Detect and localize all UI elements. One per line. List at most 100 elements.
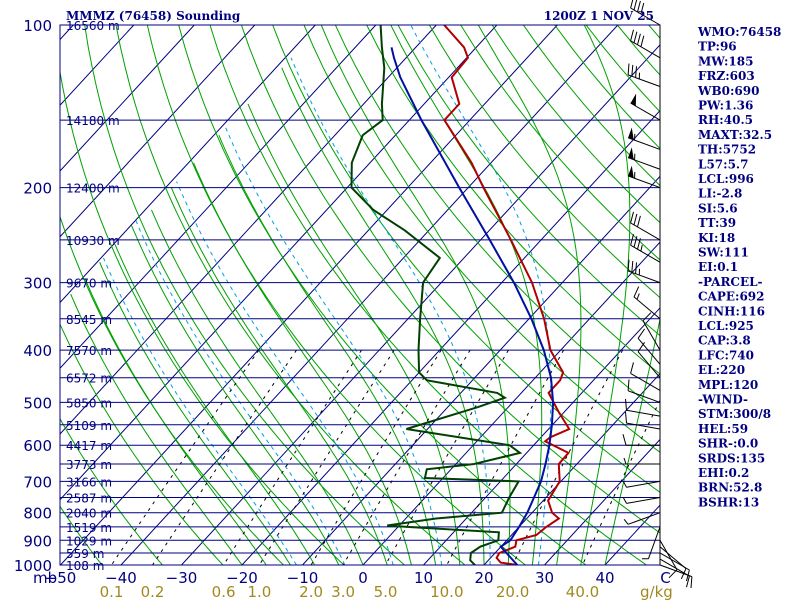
wind-barb <box>627 379 661 403</box>
pressure-tick-label: 800 <box>23 505 52 523</box>
wind-barb-flag <box>637 33 641 45</box>
mixing-ratio-tick-label: 10.0 <box>430 583 463 600</box>
isotherm-line <box>544 438 660 565</box>
mixing-ratio-tick-label: 0.2 <box>141 583 165 600</box>
wind-barb-shaft <box>633 296 661 320</box>
moist-adiabat-line <box>281 67 485 565</box>
wind-barb <box>623 497 661 504</box>
wind-barb-pennant <box>630 93 637 107</box>
wind-barb-flag <box>640 35 645 47</box>
isotherm-line <box>60 25 316 304</box>
stability-index-item: FRZ:603 <box>698 69 755 83</box>
stability-index-item: TP:96 <box>698 40 737 54</box>
wind-barb <box>659 558 690 588</box>
temperature-tick-label: −20 <box>226 569 258 587</box>
temperature-tick-label: C <box>660 569 670 587</box>
height-label: 2040 m <box>66 507 112 521</box>
height-label: 14180 m <box>66 114 120 128</box>
wind-barb-shaft <box>630 102 661 121</box>
stability-index-item: EI:0.1 <box>698 260 738 274</box>
wind-barb <box>642 312 661 351</box>
stability-index-item: MW:185 <box>698 54 753 68</box>
wind-barb-pennant <box>628 127 634 140</box>
wind-barb-shaft <box>642 320 661 351</box>
pressure-tick-label: 400 <box>23 342 52 360</box>
wind-barb-flag <box>625 398 627 411</box>
pressure-tick-labels: 100 200 300 400 500 600 700 800 900 1000 <box>14 17 52 575</box>
pressure-tick-label: 100 <box>23 17 52 35</box>
height-label: 8545 m <box>66 313 112 327</box>
wind-barb-shaft <box>637 351 661 379</box>
height-label: 5850 m <box>66 396 112 410</box>
mixing-ratio-line <box>111 349 260 565</box>
height-label: 4417 m <box>66 439 112 453</box>
stability-index-item: TT:39 <box>698 216 736 230</box>
wind-barb-shaft <box>627 512 661 525</box>
stability-index-item: HEL:59 <box>698 422 748 436</box>
isotherm-line <box>120 25 619 565</box>
height-label: 12400 m <box>66 182 120 196</box>
wind-barb-shaft <box>627 74 661 87</box>
isotherm-line <box>483 372 660 565</box>
y-axis-unit: mb <box>33 569 57 587</box>
wind-barb <box>630 211 661 241</box>
title-station: MMMZ (76458) Sounding <box>66 9 241 23</box>
wind-barb <box>627 127 661 150</box>
stability-index-item: EHI:0.2 <box>698 466 749 480</box>
wind-barb-flag <box>686 575 690 588</box>
wind-barb <box>623 512 661 525</box>
stability-index-item: -WIND- <box>698 393 748 407</box>
temperature-tick-label: 40 <box>595 569 614 587</box>
wind-barb-shaft <box>659 564 693 578</box>
sounding-profiles <box>350 25 571 565</box>
mixing-ratio-line <box>258 349 395 565</box>
wind-barb <box>622 434 661 446</box>
wind-barb-pennant <box>628 165 634 178</box>
mixing-ratio-line <box>342 349 471 565</box>
moist-adiabat-line <box>477 25 582 565</box>
dashed-adiabat-line <box>135 220 346 565</box>
stability-index-item: SI:5.6 <box>698 201 738 215</box>
pressure-tick-label: 200 <box>23 180 52 198</box>
temperature-tick-labels: −50 −40 −30 −20 −10 0 10 20 30 40 C <box>45 569 671 587</box>
isotherm-line <box>60 25 437 435</box>
wind-barb-flag <box>630 234 634 246</box>
wind-barb-half-flag <box>623 518 629 525</box>
mixing-ratio-line <box>582 399 660 565</box>
isotherm-line <box>60 25 377 369</box>
parcel-profile-line <box>390 47 555 565</box>
wind-barb-flag <box>627 259 630 272</box>
wind-barb <box>633 286 661 320</box>
temperature-tick-label: −30 <box>166 569 198 587</box>
wind-barb-flag <box>627 63 630 75</box>
wind-barb-flag <box>637 238 641 250</box>
wind-barb <box>641 526 661 560</box>
stability-index-item: CAP:3.8 <box>698 334 751 348</box>
wind-barb-half-flag <box>623 457 627 465</box>
height-label: 16560 m <box>66 19 120 33</box>
wind-barb <box>627 63 661 87</box>
wind-barb-shaft <box>630 244 661 263</box>
pressure-tick-label: 700 <box>23 473 52 491</box>
wind-barb-flag <box>631 260 634 273</box>
isotherm-line <box>302 175 660 565</box>
temperature-tick-label: −10 <box>287 569 319 587</box>
stability-index-item: TH:5752 <box>698 143 756 157</box>
moist-adiabat-line <box>247 103 461 565</box>
moist-adiabat-line <box>131 225 340 565</box>
stability-indices-panel: WMO:76458TP:96MW:185FRZ:603WB0:690PW:1.3… <box>697 25 781 509</box>
stability-index-item: RH:40.5 <box>698 113 753 127</box>
dashed-adiabat-line <box>290 57 491 565</box>
wind-barb-flag <box>625 411 627 424</box>
stability-index-item: WMO:76458 <box>697 25 781 39</box>
stability-index-item: LCL:925 <box>698 319 754 333</box>
dry-adiabat-line <box>146 25 526 565</box>
dry-adiabat-line <box>585 25 660 113</box>
mixing-ratio-tick-label: 5.0 <box>374 583 398 600</box>
wind-barb <box>627 147 661 170</box>
wind-barb-shaft <box>626 497 661 504</box>
height-label: 3773 m <box>66 458 112 472</box>
isotherm-line <box>423 307 660 565</box>
dry-adiabat-line <box>209 25 647 565</box>
wind-barb-flag <box>633 286 640 298</box>
